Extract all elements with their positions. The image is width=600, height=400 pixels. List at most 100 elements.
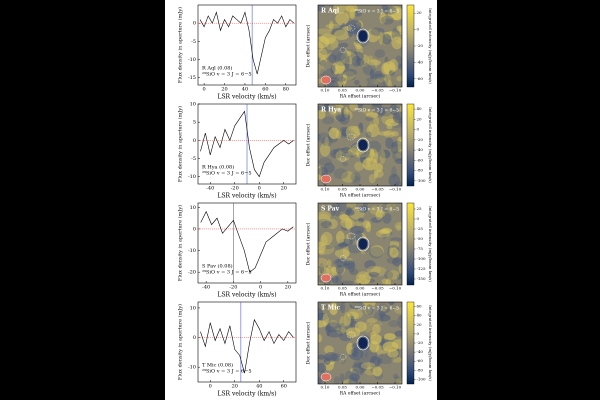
- noise-blob: [394, 181, 402, 186]
- noise-blob: [331, 275, 339, 284]
- noise-blob: [337, 203, 347, 212]
- noise-blob: [351, 175, 361, 186]
- y-axis-label: Flux density in aperture (mJy): [177, 7, 184, 83]
- noise-blob: [374, 169, 384, 178]
- contour: [339, 156, 347, 162]
- colorbar-tick-label: -150: [417, 276, 426, 281]
- noise-blob: [323, 162, 335, 174]
- noise-blob: [341, 130, 356, 137]
- noise-blob: [349, 268, 359, 276]
- x-tick-label: -20: [229, 285, 237, 291]
- noise-blob: [339, 356, 345, 363]
- noise-blob: [381, 33, 392, 45]
- x-tick-label: 60: [262, 87, 268, 93]
- noise-blob: [377, 305, 391, 314]
- noise-blob: [389, 59, 399, 72]
- noise-blob: [378, 312, 387, 317]
- x-tick-label: −0.05: [371, 187, 384, 192]
- noise-blob: [391, 166, 397, 179]
- x-tick-label: -40: [206, 186, 214, 192]
- noise-blob: [364, 260, 376, 270]
- plot-frame: [197, 4, 297, 86]
- noise-blob: [349, 104, 359, 112]
- noise-blob: [394, 377, 402, 383]
- x-tick-label: 0: [203, 87, 206, 93]
- noise-blob: [387, 349, 399, 358]
- beam: [320, 174, 332, 184]
- noise-blob: [373, 70, 383, 79]
- noise-blob: [338, 42, 349, 48]
- noise-blob: [334, 248, 350, 258]
- noise-blob: [320, 231, 333, 245]
- x-tick-label: 20: [232, 384, 238, 390]
- noise-blob: [318, 218, 332, 227]
- x-tick-label: 0.05: [338, 88, 347, 93]
- noise-blob: [365, 112, 378, 118]
- spectrum-title: R Aql (0.08): [202, 65, 232, 72]
- noise-blob: [389, 239, 400, 250]
- noise-blob: [322, 116, 335, 125]
- noise-blob: [393, 373, 399, 379]
- x-tick-label: 0.00: [356, 187, 365, 192]
- noise-blob: [381, 5, 389, 11]
- plot-frame: [197, 202, 297, 284]
- noise-blob: [318, 243, 335, 255]
- map-title: R Hya: [321, 107, 341, 114]
- x-tick-label: 0.00: [356, 88, 365, 93]
- noise-blob: [360, 362, 376, 370]
- noise-blob: [385, 277, 391, 285]
- x-tick-label: 0.05: [338, 286, 347, 291]
- x-axis-label: LSR velocity (km/s): [217, 292, 276, 299]
- noise-blob: [320, 234, 328, 248]
- noise-blob: [397, 136, 402, 145]
- beam: [320, 273, 332, 283]
- y-axis-label: Dec offset (arcsec): [305, 222, 312, 265]
- x-axis-label: RA offset (arcsec): [340, 192, 381, 199]
- noise-blob: [318, 312, 329, 321]
- noise-blob: [369, 79, 383, 84]
- x-axis-label: RA offset (arcsec): [340, 93, 381, 100]
- noise-blob: [392, 150, 402, 162]
- x-axis-label: LSR velocity (km/s): [217, 193, 276, 200]
- noise-blob: [346, 206, 352, 215]
- spectrum-title: T Mic (0.08): [202, 362, 233, 369]
- x-tick-label: 20: [281, 186, 287, 192]
- noise-blob: [387, 80, 392, 87]
- noise-blob: [379, 12, 387, 24]
- noise-blob: [384, 72, 391, 86]
- contour: [339, 354, 347, 360]
- noise-blob: [391, 131, 399, 137]
- colorbar-tick-label: 60: [417, 304, 423, 309]
- noise-blob: [353, 10, 362, 17]
- y-tick-label: -5: [191, 39, 196, 45]
- noise-blob: [397, 315, 402, 329]
- noise-blob: [381, 305, 387, 312]
- spectrum-title: S Pav (0.08): [202, 263, 233, 270]
- noise-blob: [383, 6, 398, 15]
- noise-blob: [358, 205, 368, 213]
- noise-blob: [361, 302, 376, 309]
- noise-blob: [321, 245, 334, 250]
- colorbar-tick-label: -60: [417, 358, 424, 363]
- noise-blob: [397, 63, 402, 70]
- y-axis-label: Flux density in aperture (mJy): [177, 106, 184, 182]
- colorbar-tick-label: -50: [417, 236, 424, 241]
- noise-blob: [329, 5, 335, 9]
- noise-blob: [371, 324, 381, 335]
- colorbar-tick-label: -40: [417, 147, 424, 152]
- noise-blob: [342, 260, 355, 270]
- noise-blob: [375, 76, 387, 83]
- noise-blob: [370, 27, 385, 36]
- noise-blob: [350, 51, 364, 62]
- x-tick-label: −0.05: [371, 88, 384, 93]
- colorbar: [406, 4, 415, 88]
- noise-blob: [358, 361, 365, 376]
- map-subtitle: ²⁹SiO v = 3 J = 6−5: [354, 207, 399, 213]
- y-tick-label: -15: [188, 75, 196, 81]
- noise-blob: [343, 68, 357, 77]
- noise-blob: [318, 5, 326, 12]
- noise-blob: [381, 62, 390, 75]
- noise-blob: [341, 107, 347, 119]
- contour: [356, 335, 370, 351]
- noise-blob: [319, 69, 326, 77]
